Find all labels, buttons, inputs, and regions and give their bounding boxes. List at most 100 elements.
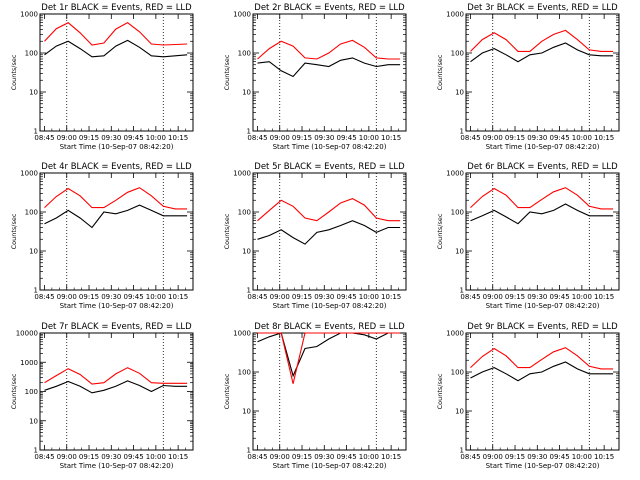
plot-frame xyxy=(252,332,407,451)
x-tick-label: 09:45 xyxy=(549,453,569,461)
series-line-lld xyxy=(257,39,401,60)
x-tick-label: 09:00 xyxy=(270,293,290,301)
x-tick-label: 09:00 xyxy=(483,453,503,461)
chart-panel-9: Det 9r BLACK = Events, RED = LLD 1 10 100 10… xyxy=(436,322,620,470)
y-tick-label: 10 xyxy=(242,408,251,416)
chart-title: Det 3r BLACK = Events, RED = LLD xyxy=(467,3,618,13)
chart-title: Det 6r BLACK = Events, RED = LLD xyxy=(467,162,618,172)
y-tick-label: 1000 xyxy=(233,330,251,338)
x-tick-label: 09:45 xyxy=(336,293,356,301)
y-axis-label: Counts/sec xyxy=(436,54,444,90)
x-tick-label: 09:15 xyxy=(292,134,312,142)
x-tick-label: 09:30 xyxy=(527,453,547,461)
x-tick-label: 09:15 xyxy=(505,293,525,301)
plot-frame xyxy=(465,13,620,132)
plot-frame xyxy=(252,172,407,291)
x-tick-label: 10:00 xyxy=(572,134,592,142)
plot-frame xyxy=(252,13,407,132)
series-line-lld xyxy=(470,29,614,52)
y-tick-label: 100 xyxy=(451,50,464,58)
x-tick-label: 09:45 xyxy=(549,293,569,301)
x-tick-label: 09:15 xyxy=(505,134,525,142)
series-line-events xyxy=(44,204,188,229)
x-tick-label: 08:45 xyxy=(460,134,480,142)
chart-panel-8: Det 8r BLACK = Events, RED = LLD 1 10 100 10… xyxy=(223,322,407,470)
x-tick-label: 09:45 xyxy=(549,134,569,142)
x-tick-label: 08:45 xyxy=(460,293,480,301)
x-tick-label: 09:00 xyxy=(57,293,77,301)
x-tick-label: 09:45 xyxy=(123,293,143,301)
y-axis-label: Counts/sec xyxy=(10,54,18,90)
x-tick-label: 09:45 xyxy=(123,453,143,461)
y-tick-label: 1000 xyxy=(20,11,38,19)
x-axis-label: Start Time (10-Sep-07 08:42:20) xyxy=(273,462,387,470)
y-tick-label: 100 xyxy=(238,50,251,58)
y-tick-label: 100 xyxy=(25,209,38,217)
x-tick-label: 09:45 xyxy=(123,134,143,142)
y-tick-label: 10 xyxy=(242,248,251,256)
x-tick-label: 10:00 xyxy=(146,453,166,461)
y-tick-label: 1000 xyxy=(446,11,464,19)
plot-frame xyxy=(39,332,194,451)
x-tick-label: 10:15 xyxy=(594,453,614,461)
y-tick-label: 1 xyxy=(247,287,251,295)
x-tick-label: 10:15 xyxy=(381,293,401,301)
x-tick-label: 08:45 xyxy=(247,134,267,142)
y-tick-label: 10 xyxy=(455,408,464,416)
y-tick-label: 1000 xyxy=(20,170,38,178)
x-tick-label: 08:45 xyxy=(247,453,267,461)
y-tick-label: 10 xyxy=(29,89,38,97)
x-tick-label: 09:30 xyxy=(314,134,334,142)
x-tick-label: 08:45 xyxy=(34,453,54,461)
series-line-events xyxy=(44,380,188,394)
chart-title: Det 2r BLACK = Events, RED = LLD xyxy=(254,3,405,13)
y-tick-label: 1000 xyxy=(446,330,464,338)
y-tick-label: 1000 xyxy=(233,11,251,19)
chart-panel-2: Det 2r BLACK = Events, RED = LLD 1 10 100 10… xyxy=(223,3,407,151)
chart-title: Det 9r BLACK = Events, RED = LLD xyxy=(467,322,618,332)
x-axis-label: Start Time (10-Sep-07 08:42:20) xyxy=(273,302,387,310)
y-tick-label: 100 xyxy=(451,369,464,377)
series-line-lld xyxy=(44,187,188,210)
y-axis-label: Counts/sec xyxy=(223,54,231,90)
x-tick-label: 09:15 xyxy=(79,453,99,461)
x-tick-label: 10:00 xyxy=(359,134,379,142)
x-tick-label: 10:15 xyxy=(594,134,614,142)
series-line-lld xyxy=(44,367,188,385)
chart-panel-7: Det 7r BLACK = Events, RED = LLD 1 10 100 10… xyxy=(10,322,194,470)
x-tick-label: 08:45 xyxy=(460,453,480,461)
chart-title: Det 4r BLACK = Events, RED = LLD xyxy=(41,162,192,172)
y-tick-label: 1000 xyxy=(20,359,38,367)
x-axis-label: Start Time (10-Sep-07 08:42:20) xyxy=(60,302,174,310)
series-line-events xyxy=(257,57,401,78)
chart-title: Det 7r BLACK = Events, RED = LLD xyxy=(41,322,192,332)
x-axis-label: Start Time (10-Sep-07 08:42:20) xyxy=(60,143,174,151)
y-tick-label: 10 xyxy=(29,417,38,425)
y-tick-label: 1 xyxy=(34,287,38,295)
x-axis-label: Start Time (10-Sep-07 08:42:20) xyxy=(486,462,600,470)
chart-panel-1: Det 1r BLACK = Events, RED = LLD 1 10 100 10… xyxy=(10,3,194,151)
y-tick-label: 10 xyxy=(455,248,464,256)
x-tick-label: 09:30 xyxy=(314,293,334,301)
series-line-lld xyxy=(470,187,614,210)
x-tick-label: 09:00 xyxy=(57,453,77,461)
x-tick-label: 10:15 xyxy=(168,293,188,301)
y-tick-label: 100 xyxy=(451,209,464,217)
series-line-lld xyxy=(257,197,401,222)
x-tick-label: 10:15 xyxy=(594,293,614,301)
x-tick-label: 09:15 xyxy=(79,293,99,301)
x-tick-label: 08:45 xyxy=(34,293,54,301)
x-tick-label: 10:15 xyxy=(381,453,401,461)
y-tick-label: 100 xyxy=(25,50,38,58)
y-axis-label: Counts/sec xyxy=(436,373,444,409)
x-tick-label: 09:45 xyxy=(336,134,356,142)
series-line-events xyxy=(470,361,614,382)
plot-frame xyxy=(39,13,194,132)
chart-title: Det 5r BLACK = Events, RED = LLD xyxy=(254,162,405,172)
y-axis-label: Counts/sec xyxy=(436,213,444,249)
y-tick-label: 100 xyxy=(25,388,38,396)
x-tick-label: 08:45 xyxy=(34,134,54,142)
series-line-lld xyxy=(44,22,188,46)
y-tick-label: 1 xyxy=(460,128,464,136)
